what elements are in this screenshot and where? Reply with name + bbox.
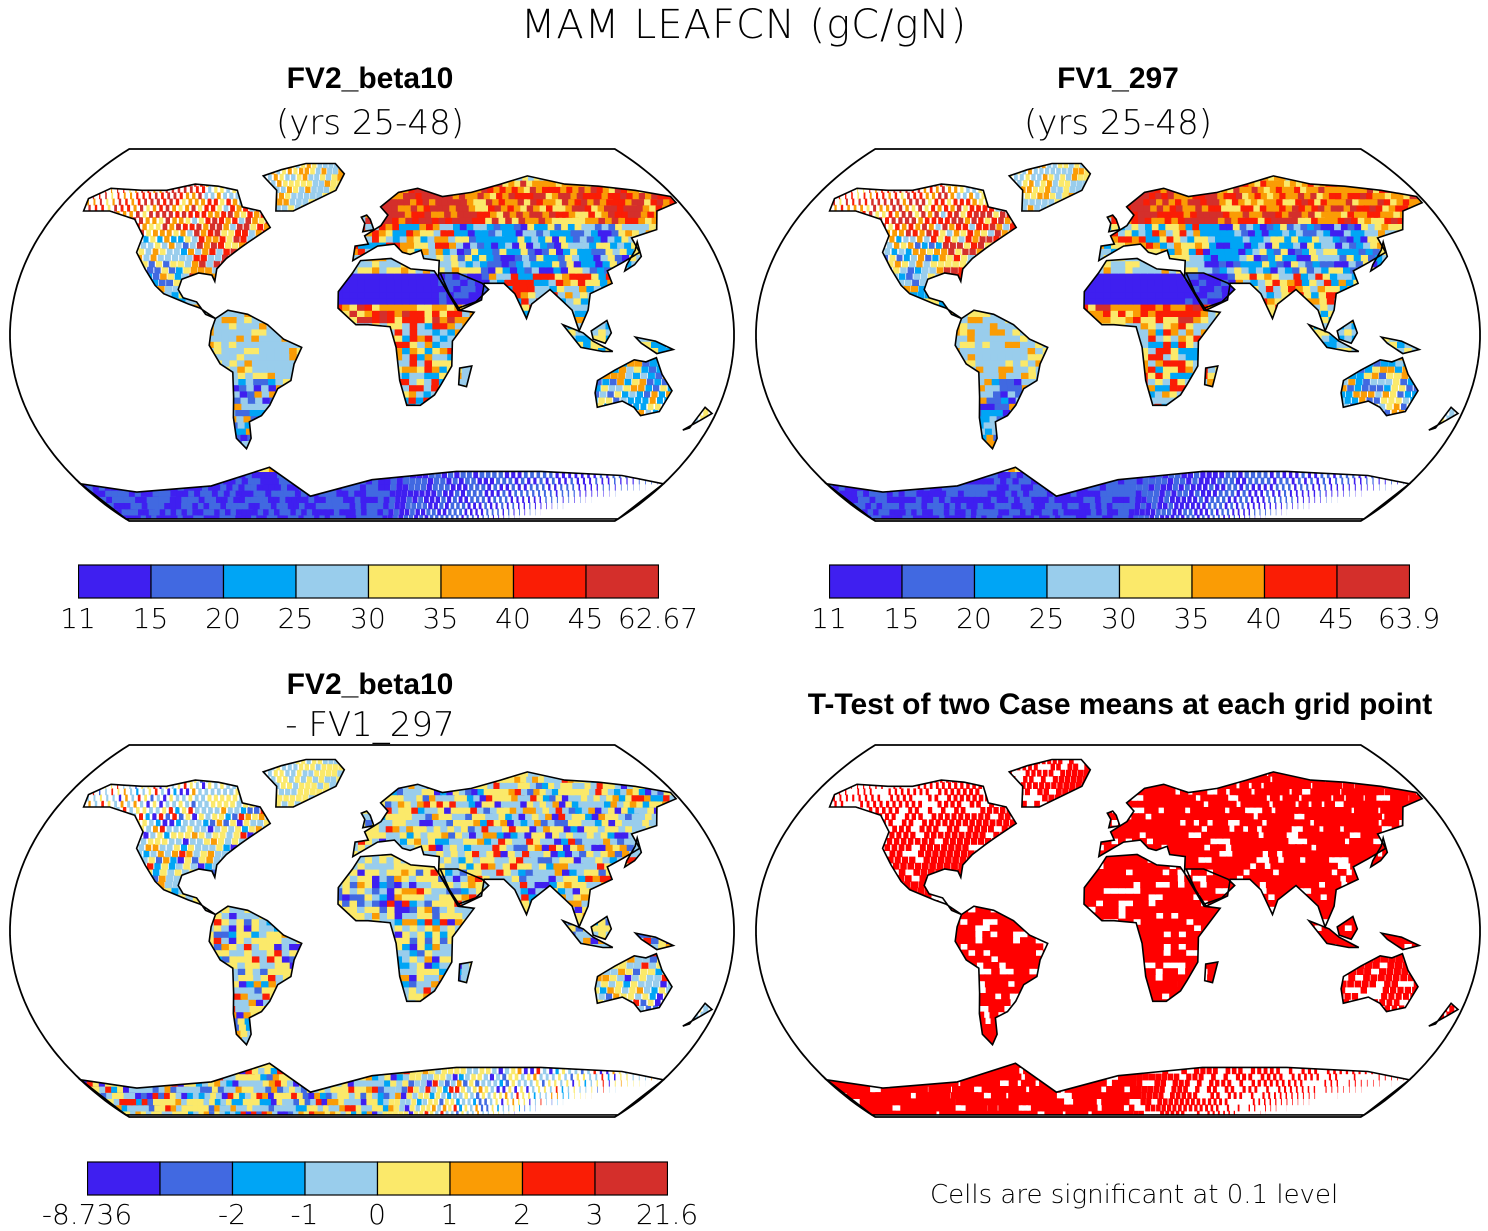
panel-title-fv1: FV1_297 xyxy=(818,62,1418,96)
colorbar-swatch xyxy=(450,1162,523,1195)
colorbar-swatch xyxy=(523,1162,596,1195)
colorbar-swatch xyxy=(305,1162,378,1195)
tick: 1 xyxy=(441,1198,459,1231)
map-fv1-297 xyxy=(751,147,1485,523)
colorbar-swatch xyxy=(586,565,659,598)
tick: 35 xyxy=(423,602,459,635)
figure-title: MAM LEAFCN (gC/gN) xyxy=(0,2,1488,48)
tick: 30 xyxy=(1101,602,1137,635)
colorbar-swatch xyxy=(595,1162,668,1195)
colorbar-swatch xyxy=(378,1162,451,1195)
tick: 40 xyxy=(495,602,531,635)
colorbar-fv1-ticks: 11 15 20 25 30 35 40 45 63.9 xyxy=(829,602,1410,634)
panel-title-diff: FV2_beta10 xyxy=(70,668,670,702)
significance-note: Cells are significant at 0.1 level xyxy=(930,1180,1338,1210)
panel-subtitle-fv2: (yrs 25-48) xyxy=(70,103,670,143)
tick: 0 xyxy=(368,1198,386,1231)
map-ttest-significance xyxy=(751,743,1485,1119)
tick: 3 xyxy=(586,1198,604,1231)
tick: -8.736 xyxy=(42,1198,132,1231)
colorbar-swatch xyxy=(79,565,152,598)
colorbar-swatch xyxy=(902,565,975,598)
tick: 15 xyxy=(884,602,920,635)
colorbar-difference-ticks: -8.736 -2 -1 0 1 2 3 21.6 xyxy=(87,1198,668,1230)
tick: 11 xyxy=(811,602,847,635)
colorbar-swatch xyxy=(441,565,514,598)
colorbar-swatch xyxy=(88,1162,161,1195)
tick: -1 xyxy=(291,1198,319,1231)
colorbar-swatch xyxy=(975,565,1048,598)
map-grid-cells xyxy=(756,149,1481,522)
colorbar-swatch xyxy=(1120,565,1193,598)
tick: 20 xyxy=(956,602,992,635)
colorbar-swatch xyxy=(1192,565,1265,598)
tick: 63.9 xyxy=(1378,602,1440,635)
tick: 40 xyxy=(1246,602,1282,635)
colorbar-swatch xyxy=(151,565,224,598)
tick: -2 xyxy=(218,1198,246,1231)
map-grid-cells xyxy=(10,149,735,522)
tick: 30 xyxy=(350,602,386,635)
tick: 45 xyxy=(568,602,604,635)
tick: 11 xyxy=(60,602,96,635)
colorbar-swatch xyxy=(160,1162,233,1195)
panel-title-ttest: T-Test of two Case means at each grid po… xyxy=(730,688,1488,722)
tick: 25 xyxy=(1029,602,1065,635)
panel-subtitle-fv1: (yrs 25-48) xyxy=(818,103,1418,143)
tick: 21.6 xyxy=(636,1198,698,1231)
tick: 62.67 xyxy=(618,602,698,635)
tick: 35 xyxy=(1174,602,1210,635)
panel-subtitle-diff: - FV1_297 xyxy=(70,705,670,745)
colorbar-fv2-ticks: 11 15 20 25 30 35 40 45 62.67 xyxy=(78,602,659,634)
colorbar-swatch xyxy=(296,565,369,598)
map-fv2-beta10 xyxy=(5,147,739,523)
map-grid-cells xyxy=(10,745,735,1118)
colorbar-difference xyxy=(87,1161,668,1197)
panel-title-fv2: FV2_beta10 xyxy=(70,62,670,96)
colorbar-fv1 xyxy=(829,564,1410,600)
colorbar-fv2 xyxy=(78,564,659,600)
colorbar-swatch xyxy=(1337,565,1410,598)
colorbar-swatch xyxy=(224,565,297,598)
tick: 45 xyxy=(1319,602,1355,635)
tick: 2 xyxy=(513,1198,531,1231)
colorbar-swatch xyxy=(830,565,903,598)
colorbar-swatch xyxy=(514,565,587,598)
tick: 15 xyxy=(133,602,169,635)
tick: 20 xyxy=(205,602,241,635)
colorbar-swatch xyxy=(233,1162,306,1195)
colorbar-swatch xyxy=(369,565,442,598)
colorbar-swatch xyxy=(1047,565,1120,598)
colorbar-swatch xyxy=(1265,565,1338,598)
map-difference xyxy=(5,743,739,1119)
tick: 25 xyxy=(278,602,314,635)
map-grid-cells xyxy=(756,745,1481,1118)
